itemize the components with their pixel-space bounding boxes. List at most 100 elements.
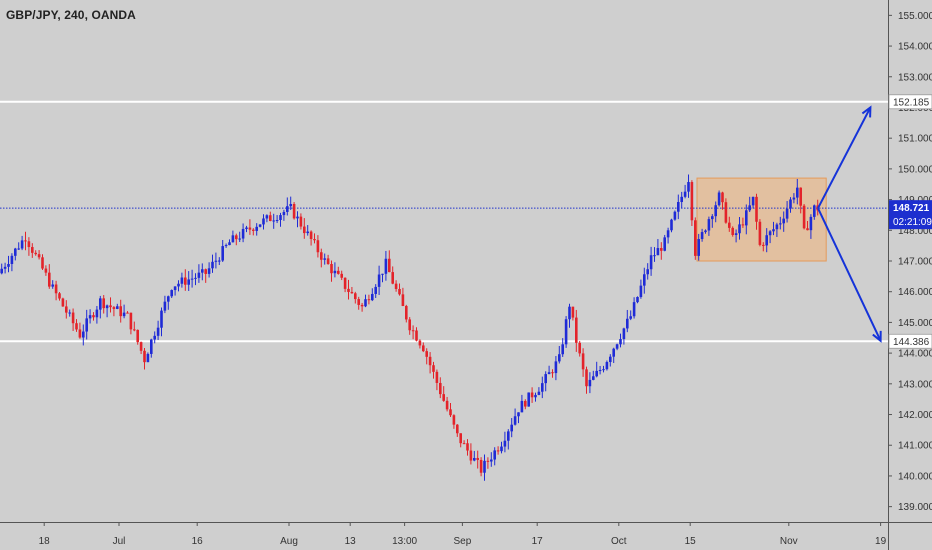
candle: [626, 309, 629, 333]
candle-body: [286, 206, 289, 212]
candle: [286, 197, 289, 216]
candle: [683, 184, 687, 199]
candle-body: [411, 330, 415, 332]
candle: [289, 196, 292, 210]
projection-arrow: [817, 105, 872, 209]
candle-body: [728, 222, 731, 228]
candle-body: [269, 215, 272, 221]
candle-body: [255, 226, 258, 231]
candle-body: [666, 230, 670, 238]
candle: [442, 386, 445, 402]
candle-body: [459, 433, 462, 444]
candle-body: [466, 443, 469, 451]
candle: [177, 280, 180, 292]
candle-body: [762, 244, 765, 246]
candle-body: [75, 323, 78, 330]
candle-body: [605, 362, 609, 370]
candle-body: [452, 415, 456, 425]
candle-body: [194, 277, 197, 279]
candle: [493, 447, 496, 466]
candle: [551, 369, 554, 378]
y-tick-label: 147.000: [898, 257, 932, 268]
candle: [265, 214, 269, 223]
candle: [415, 327, 418, 342]
candle-body: [445, 400, 449, 410]
candle: [71, 308, 75, 331]
candle-body: [116, 306, 119, 309]
candle-body: [745, 210, 748, 226]
candle: [275, 215, 279, 224]
y-tick-label: 146.000: [898, 287, 932, 298]
candle-body: [578, 342, 581, 354]
candle: [632, 297, 636, 319]
candle-body: [792, 197, 796, 200]
candle-body: [738, 224, 741, 234]
candle-body: [218, 260, 221, 262]
candle-body: [541, 383, 544, 392]
candle: [150, 338, 153, 358]
candle-body: [14, 248, 17, 256]
candle-body: [564, 319, 568, 345]
candle-body: [782, 218, 785, 224]
candle-body: [10, 255, 14, 264]
candle-body: [245, 227, 248, 229]
candle-body: [772, 229, 775, 232]
level-price-tag: 152.185: [888, 94, 932, 110]
candle: [153, 331, 156, 344]
candle: [20, 235, 24, 251]
candle: [354, 291, 357, 304]
y-tick-label: 140.000: [898, 471, 932, 482]
candle-body: [534, 394, 537, 398]
candle: [806, 220, 809, 231]
candle: [782, 211, 785, 232]
candle: [609, 354, 612, 367]
y-tick-label: 145.000: [898, 318, 932, 329]
candle-body: [697, 239, 700, 256]
candle: [374, 284, 377, 298]
candle-body: [88, 315, 92, 319]
candle: [449, 402, 452, 418]
candle-body: [612, 348, 615, 357]
candle-body: [806, 228, 809, 231]
candle: [61, 297, 65, 307]
candle-body: [384, 258, 388, 274]
candle-body: [235, 235, 238, 240]
y-tick-label: 153.000: [898, 72, 932, 83]
candle-body: [388, 258, 391, 273]
candle: [197, 264, 201, 283]
candle: [160, 307, 163, 337]
candle-body: [802, 205, 806, 229]
candle-body: [238, 238, 241, 240]
candle: [187, 271, 190, 291]
candle: [663, 234, 666, 252]
candle-body: [65, 306, 68, 313]
candle-body: [748, 205, 751, 211]
candle-body: [551, 372, 554, 374]
candle: [224, 243, 228, 248]
candle: [24, 231, 27, 251]
y-tick-label: 148.000: [898, 226, 932, 237]
candle: [724, 198, 728, 224]
candle: [364, 294, 367, 308]
candle-body: [639, 285, 643, 298]
candle: [3, 262, 7, 274]
candle-body: [78, 329, 82, 338]
candle: [473, 450, 476, 462]
x-tick-label: 19: [875, 536, 887, 547]
candle-body: [592, 376, 595, 380]
candle-body: [789, 199, 792, 209]
candle: [31, 243, 34, 258]
candle: [439, 377, 442, 399]
candle-body: [490, 459, 493, 462]
candle: [666, 227, 670, 244]
y-tick-label: 141.000: [898, 441, 932, 452]
candle-body: [153, 335, 156, 340]
candle: [133, 321, 136, 332]
candle: [323, 253, 326, 265]
candle-body: [585, 369, 588, 387]
candle: [469, 443, 473, 465]
candle-body: [513, 416, 517, 425]
candle: [799, 187, 802, 214]
candle-body: [122, 312, 126, 317]
